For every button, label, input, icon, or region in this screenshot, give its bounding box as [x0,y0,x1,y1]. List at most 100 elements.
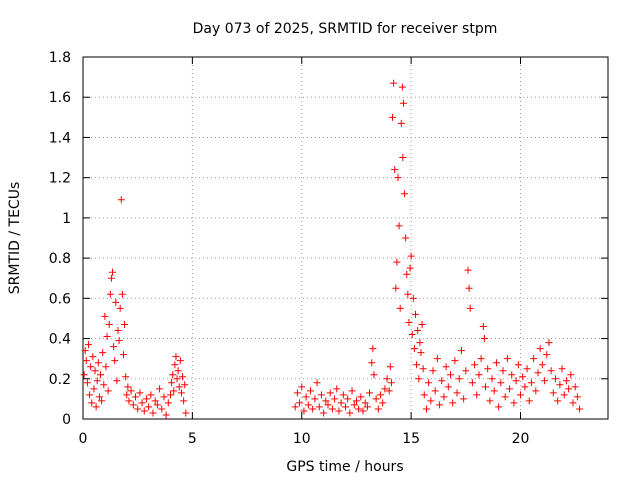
data-point [396,304,404,312]
data-point [415,375,423,383]
data-point [322,397,330,405]
data-point [501,393,509,401]
data-point [455,375,463,383]
data-point [407,252,415,260]
data-point [521,383,529,391]
data-point [335,407,343,415]
data-point [404,290,412,298]
data-point [352,397,360,405]
data-point [164,399,172,407]
data-point [406,264,414,272]
data-point [98,397,106,405]
data-point [140,407,148,415]
data-point [541,377,549,385]
data-point [395,222,403,230]
data-point [425,379,433,387]
data-point [132,393,139,401]
data-point [408,331,416,339]
data-point [538,361,546,369]
data-point [399,154,407,162]
data-point [124,383,132,391]
data-point [118,290,126,298]
data-point [369,345,377,353]
data-point [403,270,411,278]
data-point [302,393,310,401]
data-point [453,389,461,397]
data-point [394,174,402,182]
data-point [480,335,488,343]
data-point [149,409,157,417]
data-point [136,389,144,397]
data-point [153,401,161,409]
data-point [466,304,474,312]
data-point [122,373,130,381]
x-tick-label: 10 [293,431,311,447]
data-point [370,371,378,379]
data-point [104,387,112,395]
data-point [473,391,481,399]
data-point [556,381,564,389]
data-point [465,284,473,292]
data-point [532,387,540,395]
y-tick-label: 0.4 [49,332,71,348]
data-point [379,399,387,407]
data-point [506,385,514,393]
data-point [307,387,314,395]
data-point [565,385,573,393]
data-point [145,403,153,411]
data-point [468,379,476,387]
data-point [363,403,371,411]
data-point [512,377,520,385]
data-point [162,411,170,419]
data-point [391,166,399,174]
data-point [475,371,483,379]
data-point [495,403,503,411]
data-point [114,327,122,335]
data-point [419,365,427,373]
data-point [311,395,319,403]
data-point [571,383,579,391]
y-tick-label: 1.8 [49,50,71,66]
data-point [359,407,367,415]
data-point [177,389,185,397]
data-point [317,391,325,399]
y-tick-label: 1.4 [49,130,71,146]
grid [83,57,608,419]
data-point [552,375,559,383]
data-point [484,365,492,373]
data-point [175,383,183,391]
data-point [440,393,448,401]
data-point [173,375,181,383]
data-point [414,327,422,335]
data-point [82,357,90,365]
data-point [530,355,538,363]
data-point [534,369,542,377]
data-point [447,371,454,379]
data-point [567,371,575,379]
data-point [545,339,553,347]
data-point [399,99,407,107]
data-point [100,381,108,389]
data-point [331,395,339,403]
y-tick-label: 0 [62,412,71,428]
data-point [151,397,159,405]
data-point [86,391,94,399]
data-point [158,405,166,413]
data-point [410,345,418,353]
data-point [117,196,125,204]
data-point [390,79,398,87]
data-point [525,397,533,405]
data-point [93,377,101,385]
y-axis-label: SRMTID / TECUs [7,182,23,295]
data-point [326,389,334,397]
data-point [320,409,328,417]
data-point [449,399,457,407]
data-point [361,399,369,407]
data-point [558,365,566,373]
data-point [172,353,180,361]
data-point [147,391,155,399]
data-point [562,377,570,385]
data-point [510,399,518,407]
data-point [324,401,332,409]
data-point [87,363,95,371]
